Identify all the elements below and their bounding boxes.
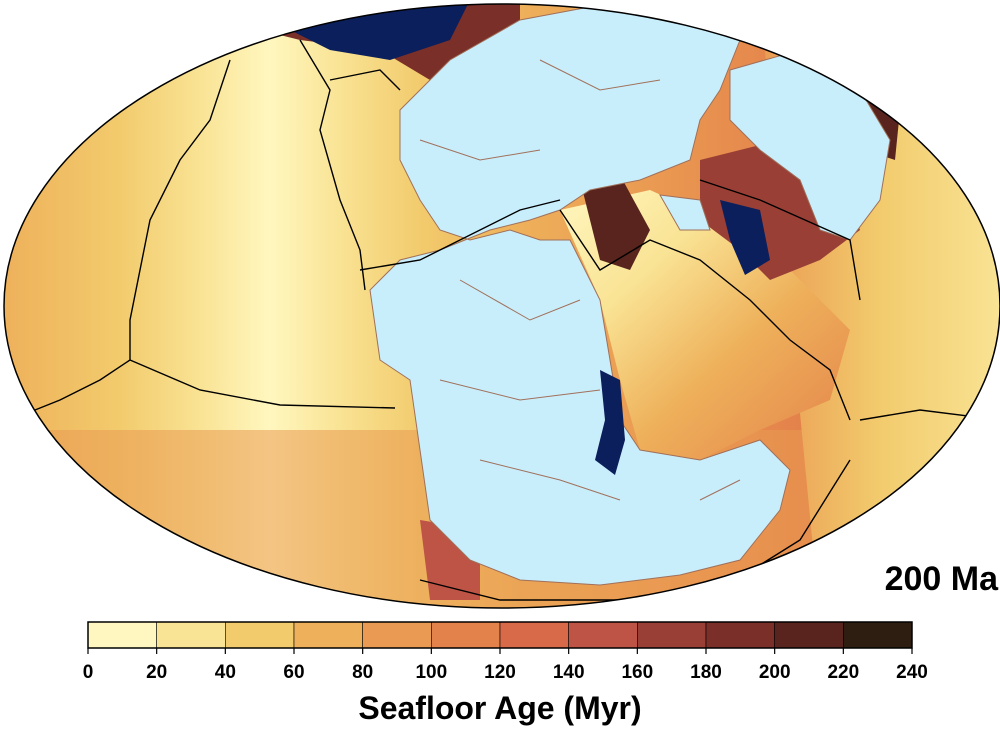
colorbar-tick-label: 60: [283, 662, 304, 683]
colorbar-segment: [499, 621, 569, 649]
old-seafloor-tethys: [580, 175, 650, 270]
pacific-ridge-west: [34, 59, 231, 411]
colorbar-segment: [225, 621, 295, 649]
colorbar-tick-label: 40: [215, 662, 236, 683]
colorbar-tick-label: 160: [621, 662, 653, 683]
colorbar-segment: [362, 621, 432, 649]
colorbar-tick-label: 20: [146, 662, 167, 683]
pacific-ridge-south: [129, 359, 396, 409]
colorbar-segment: [705, 621, 775, 649]
boundary-east: [699, 179, 861, 301]
terrane-outlines: [419, 59, 741, 501]
colorbar-segment: [568, 621, 638, 649]
subduction-zone-west: [299, 39, 366, 291]
colorbar-tick-label: 220: [827, 662, 859, 683]
continents: [369, 4, 891, 586]
colorbar-tick-label: 0: [83, 662, 94, 683]
colorbar-tick-label: 120: [484, 662, 516, 683]
tethys-ridge: [559, 209, 851, 421]
colorbar-title: Seafloor Age (Myr): [358, 690, 642, 726]
map-frame: [3, 3, 1000, 609]
colorbar-segment: [637, 621, 707, 649]
colorbar-tick-label: 100: [415, 662, 447, 683]
colorbar-segment: [431, 621, 501, 649]
colorbar-tick-label: 200: [759, 662, 791, 683]
boundary-central: [359, 199, 561, 271]
boundary-northwest: [329, 69, 401, 91]
colorbar-segment: [156, 621, 226, 649]
cimmeria-block: [659, 194, 711, 231]
interior-basin: [595, 370, 625, 475]
colorbar-tick-label: 240: [896, 662, 928, 683]
colorbar-tick-label: 80: [352, 662, 373, 683]
time-label: 200 Ma: [884, 560, 998, 598]
deep-basin-east: [720, 200, 770, 275]
colorbar: 0 20 40 60 80 100 120 140 160 180 200 220 240: [83, 621, 928, 683]
colorbar-tick-label: 140: [553, 662, 585, 683]
colorbar-segment: [774, 621, 844, 649]
colorbar-segment: [293, 621, 363, 649]
colorbar-tick-label: 180: [690, 662, 722, 683]
colorbar-segment: [843, 621, 913, 649]
pangea-landmass: [369, 4, 791, 586]
colorbar-segment: [87, 621, 157, 649]
